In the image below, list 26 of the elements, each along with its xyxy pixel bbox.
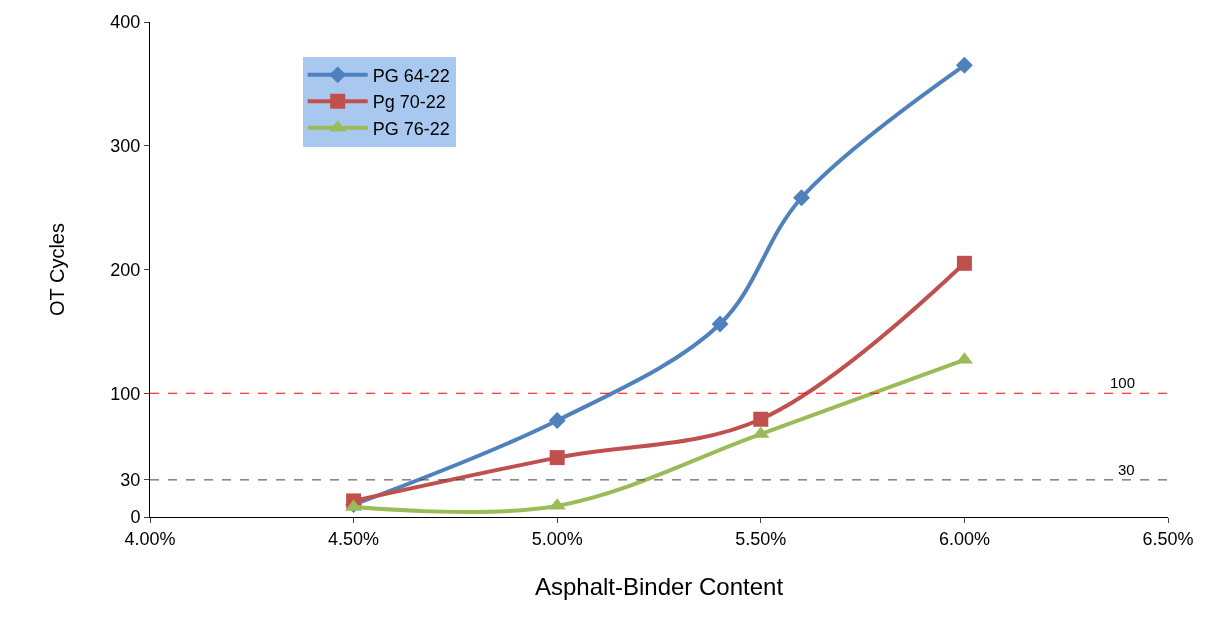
legend-label: PG 64-22: [372, 65, 450, 86]
ref-line-label: 30: [1118, 461, 1135, 478]
y-axis-title: OT Cycles: [45, 223, 68, 316]
point: [753, 411, 769, 427]
point: [711, 315, 729, 333]
point: [956, 255, 972, 271]
ref-line-label: 100: [1110, 374, 1136, 391]
x-tick-label: 4.50%: [328, 528, 380, 549]
point: [955, 56, 973, 74]
point: [549, 450, 565, 466]
y-tick-label: 200: [110, 259, 141, 280]
x-tick-label: 6.50%: [1142, 528, 1194, 549]
x-tick-label: 5.50%: [735, 528, 787, 549]
y-tick-label: 0: [130, 507, 141, 528]
point: [548, 412, 566, 429]
y-tick-label: 30: [120, 470, 141, 491]
x-axis-title: Asphalt-Binder Content: [534, 572, 784, 600]
legend-label: Pg 70-22: [372, 92, 446, 113]
x-tick-label: 6.00%: [938, 528, 990, 549]
x-tick-label: 4.00%: [124, 528, 176, 549]
y-tick-label: 300: [110, 136, 141, 157]
point: [793, 189, 810, 207]
x-tick-label: 5.00%: [531, 528, 583, 549]
legend-label: PG 76-22: [372, 118, 450, 139]
y-tick-label: 100: [110, 383, 141, 404]
y-tick-label: 400: [110, 12, 141, 33]
